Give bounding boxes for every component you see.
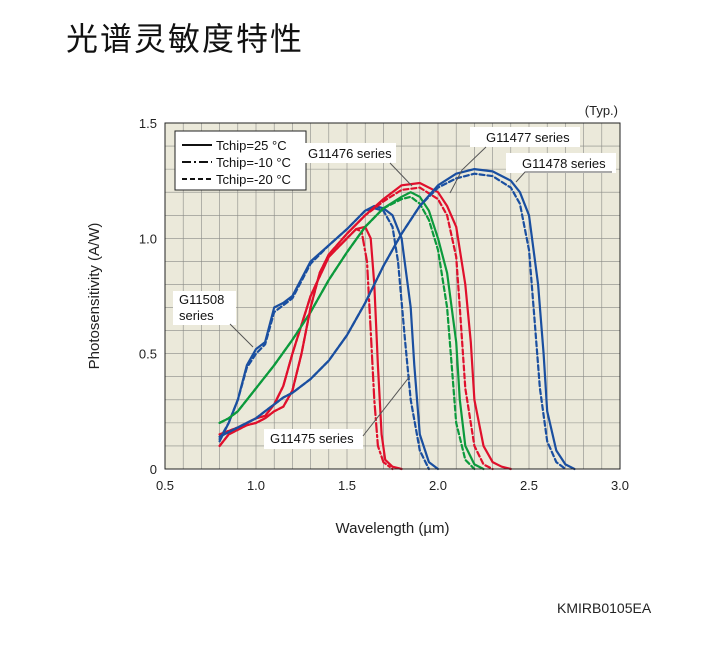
y-tick-label: 1.5 xyxy=(139,116,157,131)
legend-box xyxy=(174,130,307,191)
curve-g11508 xyxy=(218,207,430,471)
y-tick-label: 0 xyxy=(150,462,157,477)
y-axis-label: Photosensitivity (A/W) xyxy=(86,223,103,370)
x-tick-label: 2.5 xyxy=(520,478,538,493)
legend-label-25c: Tchip=25 °C xyxy=(216,138,287,153)
x-tick-label: 2.0 xyxy=(429,478,447,493)
x-tick-label: 0.5 xyxy=(156,478,174,493)
label-g11508-line1: G11508 xyxy=(179,292,224,307)
axis-ticks: 0.5 1.0 1.5 2.0 2.5 3.000.51.01.5 xyxy=(139,116,629,493)
x-tick-label: 1.0 xyxy=(247,478,265,493)
curve-g11476 xyxy=(218,195,476,471)
label-g11477: G11477 series xyxy=(486,130,570,145)
curve-g11477 xyxy=(218,186,494,471)
y-tick-label: 0.5 xyxy=(139,347,157,362)
label-bg-g11477 xyxy=(470,127,580,147)
label-g11475: G11475 series xyxy=(270,431,354,446)
label-bg-g11478 xyxy=(506,153,616,173)
plot-frame xyxy=(164,122,621,470)
series-layer xyxy=(218,168,576,471)
legend-label-minus20c: Tchip=-20 °C xyxy=(216,172,291,187)
x-tick-label: 3.0 xyxy=(611,478,629,493)
legend-label-minus10c: Tchip=-10 °C xyxy=(216,155,291,170)
leader-g11476 xyxy=(389,162,413,187)
legend: Tchip=25 °C Tchip=-10 °C Tchip=-20 °C xyxy=(174,130,307,191)
label-g11476: G11476 series xyxy=(308,146,392,161)
figure-code: KMIRB0105EA xyxy=(557,600,652,616)
label-bg-g11508 xyxy=(173,291,236,325)
typ-note: (Typ.) xyxy=(585,103,618,118)
leader-g11475 xyxy=(362,375,411,437)
label-bg-g11476 xyxy=(303,143,396,163)
series-annotations: G11476 series G11477 series G11478 serie… xyxy=(173,127,616,449)
leader-g11477 xyxy=(449,146,487,194)
label-bg-g11475 xyxy=(264,429,363,449)
x-tick-label: 1.5 xyxy=(338,478,356,493)
label-g11478: G11478 series xyxy=(522,156,606,171)
curve-g11478 xyxy=(218,172,567,471)
label-g11508-line2: series xyxy=(179,308,214,323)
leader-g11478 xyxy=(515,171,612,183)
x-axis-label: Wavelength (µm) xyxy=(336,520,450,537)
y-tick-label: 1.0 xyxy=(139,231,157,246)
leader-g11508 xyxy=(229,323,254,348)
page-title: 光谱灵敏度特性 xyxy=(66,20,305,58)
